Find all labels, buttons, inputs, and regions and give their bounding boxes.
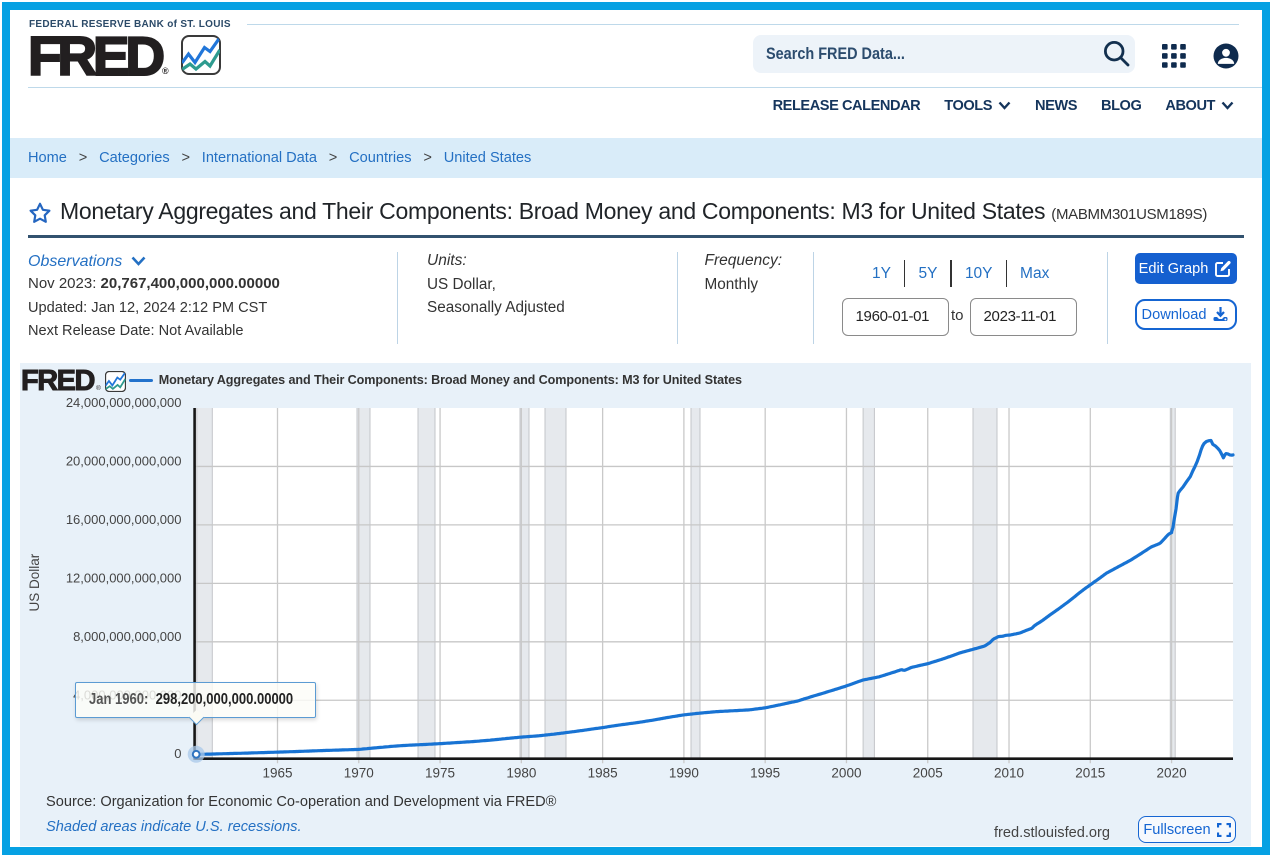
svg-text:1970: 1970 <box>344 765 374 780</box>
svg-text:2015: 2015 <box>1075 765 1105 780</box>
svg-text:2020: 2020 <box>1157 765 1187 780</box>
svg-text:2005: 2005 <box>913 765 943 780</box>
svg-text:1995: 1995 <box>750 765 780 780</box>
svg-text:12,000,000,000,000: 12,000,000,000,000 <box>66 571 182 586</box>
svg-text:US Dollar: US Dollar <box>27 553 42 611</box>
svg-text:1965: 1965 <box>262 765 292 780</box>
svg-text:1985: 1985 <box>588 765 618 780</box>
svg-text:2000: 2000 <box>831 765 861 780</box>
svg-text:16,000,000,000,000: 16,000,000,000,000 <box>66 512 182 527</box>
svg-text:1975: 1975 <box>425 765 455 780</box>
svg-text:20,000,000,000,000: 20,000,000,000,000 <box>66 454 182 469</box>
svg-text:2010: 2010 <box>994 765 1024 780</box>
svg-text:1980: 1980 <box>506 765 536 780</box>
svg-text:0: 0 <box>174 746 181 761</box>
svg-text:24,000,000,000,000: 24,000,000,000,000 <box>66 395 182 410</box>
svg-text:1990: 1990 <box>669 765 699 780</box>
svg-text:8,000,000,000,000: 8,000,000,000,000 <box>73 629 181 644</box>
